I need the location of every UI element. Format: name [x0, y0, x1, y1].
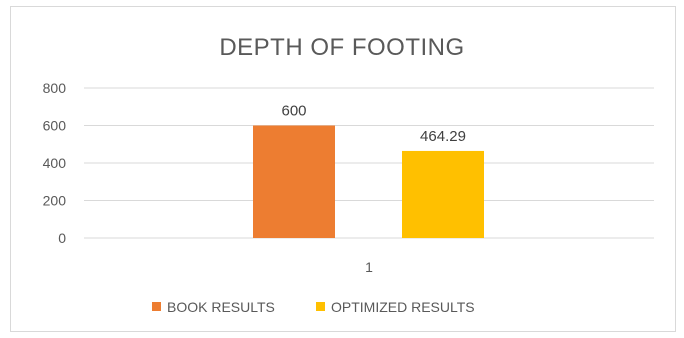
- x-axis-ticks: 1: [365, 259, 373, 275]
- gridlines: [84, 87, 654, 239]
- legend-label: BOOK RESULTS: [167, 299, 275, 315]
- y-tick-label: 200: [43, 193, 67, 209]
- x-tick-label: 1: [365, 259, 373, 275]
- data-labels: 600 464.29: [281, 103, 465, 145]
- data-label: 600: [281, 103, 306, 120]
- bars: [253, 125, 484, 238]
- y-tick-label: 0: [58, 230, 66, 246]
- legend-swatch: [152, 302, 161, 311]
- legend: BOOK RESULTS OPTIMIZED RESULTS: [152, 299, 475, 315]
- bar-optimized-results: [402, 150, 484, 238]
- chart-frame: [10, 6, 676, 332]
- chart-title: DEPTH OF FOOTING: [219, 34, 464, 61]
- y-axis-ticks: 0 200 400 600 800: [43, 80, 67, 246]
- data-label: 464.29: [420, 128, 466, 145]
- y-tick-label: 400: [43, 155, 67, 171]
- y-tick-label: 600: [43, 118, 67, 134]
- legend-swatch: [316, 302, 325, 311]
- legend-label: OPTIMIZED RESULTS: [331, 299, 475, 315]
- bar-book-results: [253, 125, 335, 238]
- y-tick-label: 800: [43, 80, 67, 96]
